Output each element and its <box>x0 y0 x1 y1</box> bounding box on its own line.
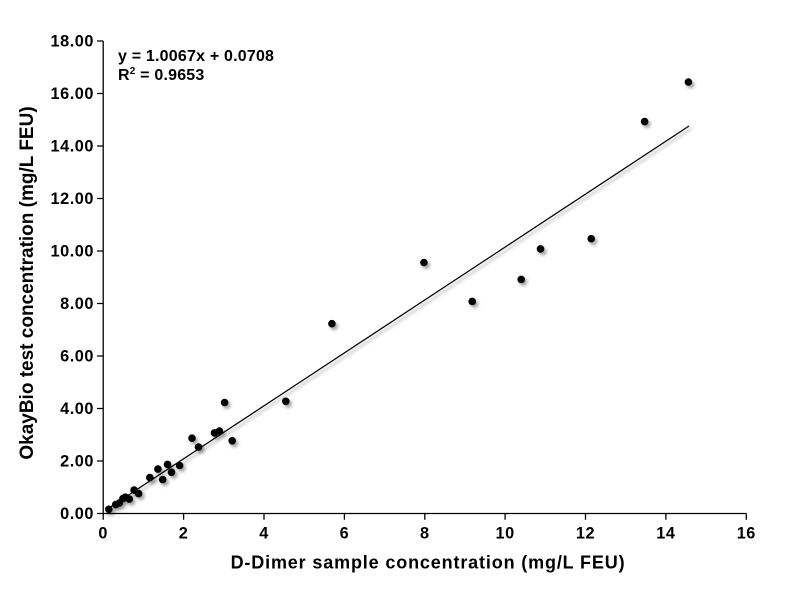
svg-text:16.00: 16.00 <box>51 85 95 103</box>
svg-text:12.00: 12.00 <box>51 190 95 208</box>
svg-text:D-Dimer sample concentration (: D-Dimer sample concentration (mg/L FEU) <box>231 553 626 573</box>
svg-text:0: 0 <box>98 525 108 543</box>
svg-text:18.00: 18.00 <box>51 33 95 51</box>
svg-text:8: 8 <box>420 525 430 543</box>
svg-text:6.00: 6.00 <box>60 348 94 366</box>
svg-text:4: 4 <box>259 525 269 543</box>
svg-text:8.00: 8.00 <box>60 295 94 313</box>
svg-text:12: 12 <box>576 525 595 543</box>
svg-text:0.00: 0.00 <box>60 505 94 523</box>
svg-text:2.00: 2.00 <box>60 453 94 471</box>
svg-text:4.00: 4.00 <box>60 400 94 418</box>
svg-text:R2 = 0.9653: R2 = 0.9653 <box>118 66 205 84</box>
svg-text:y = 1.0067x + 0.0708: y = 1.0067x + 0.0708 <box>118 48 274 65</box>
svg-text:10.00: 10.00 <box>51 243 95 261</box>
svg-text:16: 16 <box>737 525 756 543</box>
svg-text:OkayBio test concentration (mg: OkayBio test concentration (mg/L FEU) <box>17 106 38 459</box>
svg-text:6: 6 <box>340 525 350 543</box>
svg-text:14.00: 14.00 <box>51 138 95 156</box>
svg-text:14: 14 <box>656 525 675 543</box>
svg-text:2: 2 <box>179 525 189 543</box>
svg-text:10: 10 <box>495 525 514 543</box>
